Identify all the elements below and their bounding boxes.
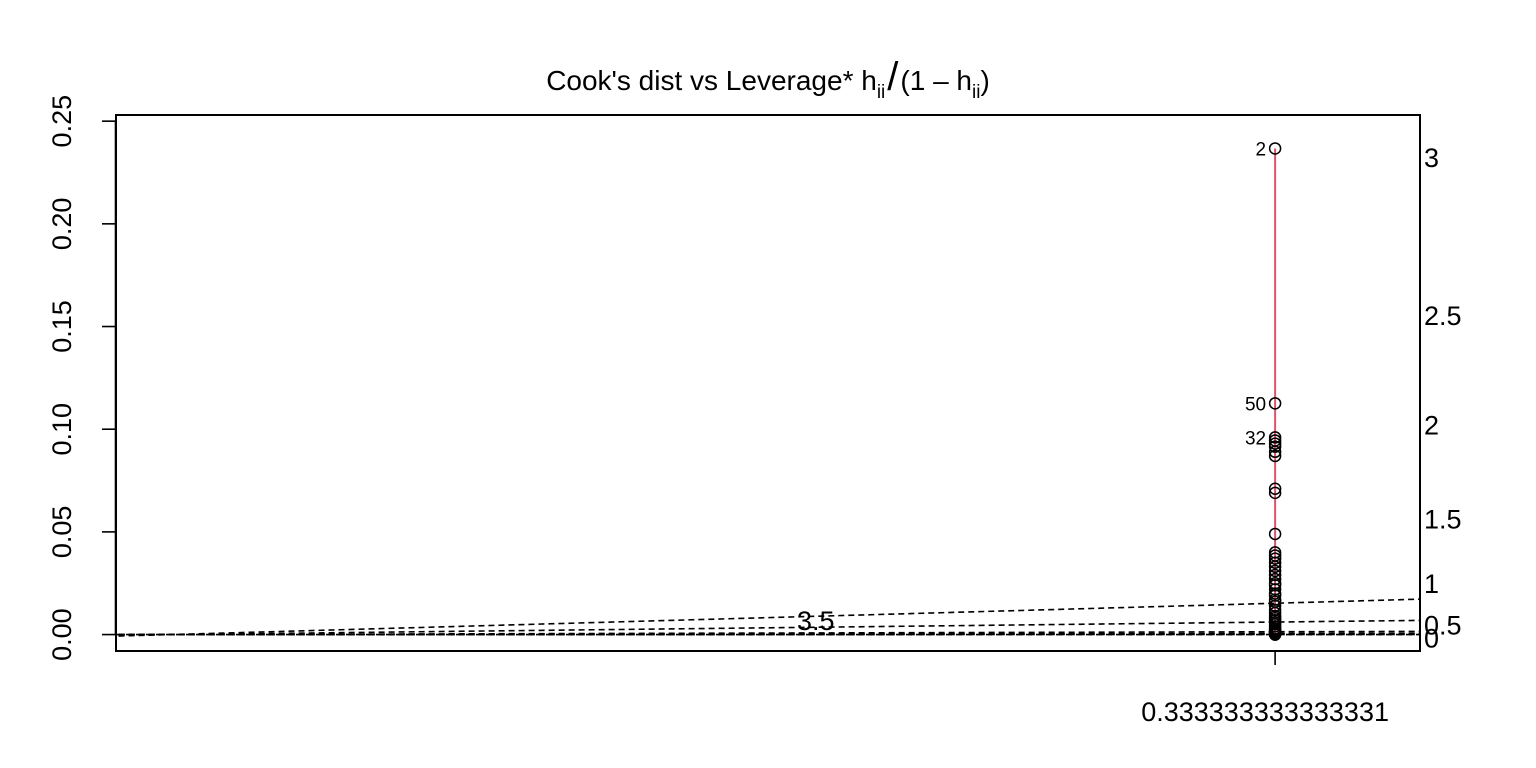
data-point-8 <box>1268 449 1282 463</box>
data-point-1 <box>1268 142 1282 155</box>
right-label-5: 0.5 <box>1424 610 1462 640</box>
contour-label-5: 3.5 <box>797 606 835 636</box>
x-tick-label-0: 0.333333333333331 <box>1141 697 1389 727</box>
right-contour-labels: 3 2.5 2 1.5 1 0.50 <box>1424 143 1462 654</box>
data-point-3 <box>1268 431 1282 444</box>
y-tick-label-0: 0.00 <box>47 608 77 661</box>
data-point-15 <box>1268 556 1282 569</box>
data-point-14 <box>1268 552 1282 565</box>
data-point-50 <box>1268 628 1282 641</box>
data-points <box>1268 142 1282 641</box>
data-point-17 <box>1268 564 1282 578</box>
y-tick-label-2: 0.10 <box>47 403 77 456</box>
data-point-7 <box>1268 445 1282 459</box>
point-label-1: 2 <box>1256 139 1267 160</box>
y-tick-label-3: 0.15 <box>47 300 77 353</box>
y-axis: 0.00 0.05 0.10 0.15 0.20 0.25 <box>47 95 117 661</box>
plot-frame <box>115 114 1421 652</box>
contour-labels: 3.5 <box>797 606 835 636</box>
x-axis: 0.333333333333331 <box>1141 651 1389 727</box>
data-point-10 <box>1268 486 1282 500</box>
right-label-1: 2.5 <box>1424 301 1462 331</box>
right-label-3: 1.5 <box>1424 505 1462 535</box>
data-point-2 <box>1268 397 1282 410</box>
chart-title: Cook's dist vs Leverage* hii/(1 – hii) <box>546 55 990 103</box>
y-tick-label-1: 0.05 <box>47 506 77 559</box>
right-label-0: 3 <box>1424 143 1439 173</box>
data-point-6 <box>1268 440 1282 453</box>
y-tick-label-5: 0.25 <box>47 95 77 148</box>
data-point-9 <box>1268 482 1282 496</box>
data-point-11 <box>1268 527 1282 541</box>
right-label-2: 2 <box>1424 410 1439 440</box>
y-tick-label-4: 0.20 <box>47 198 77 251</box>
data-point-5 <box>1268 437 1282 450</box>
point-label-2: 50 <box>1245 394 1266 415</box>
point-label-3: 32 <box>1245 428 1266 449</box>
point-labels: 2 50 32 <box>1245 139 1266 449</box>
right-label-6: 0 <box>1424 624 1439 654</box>
data-point-16 <box>1268 560 1282 574</box>
right-label-4: 1 <box>1424 569 1439 599</box>
